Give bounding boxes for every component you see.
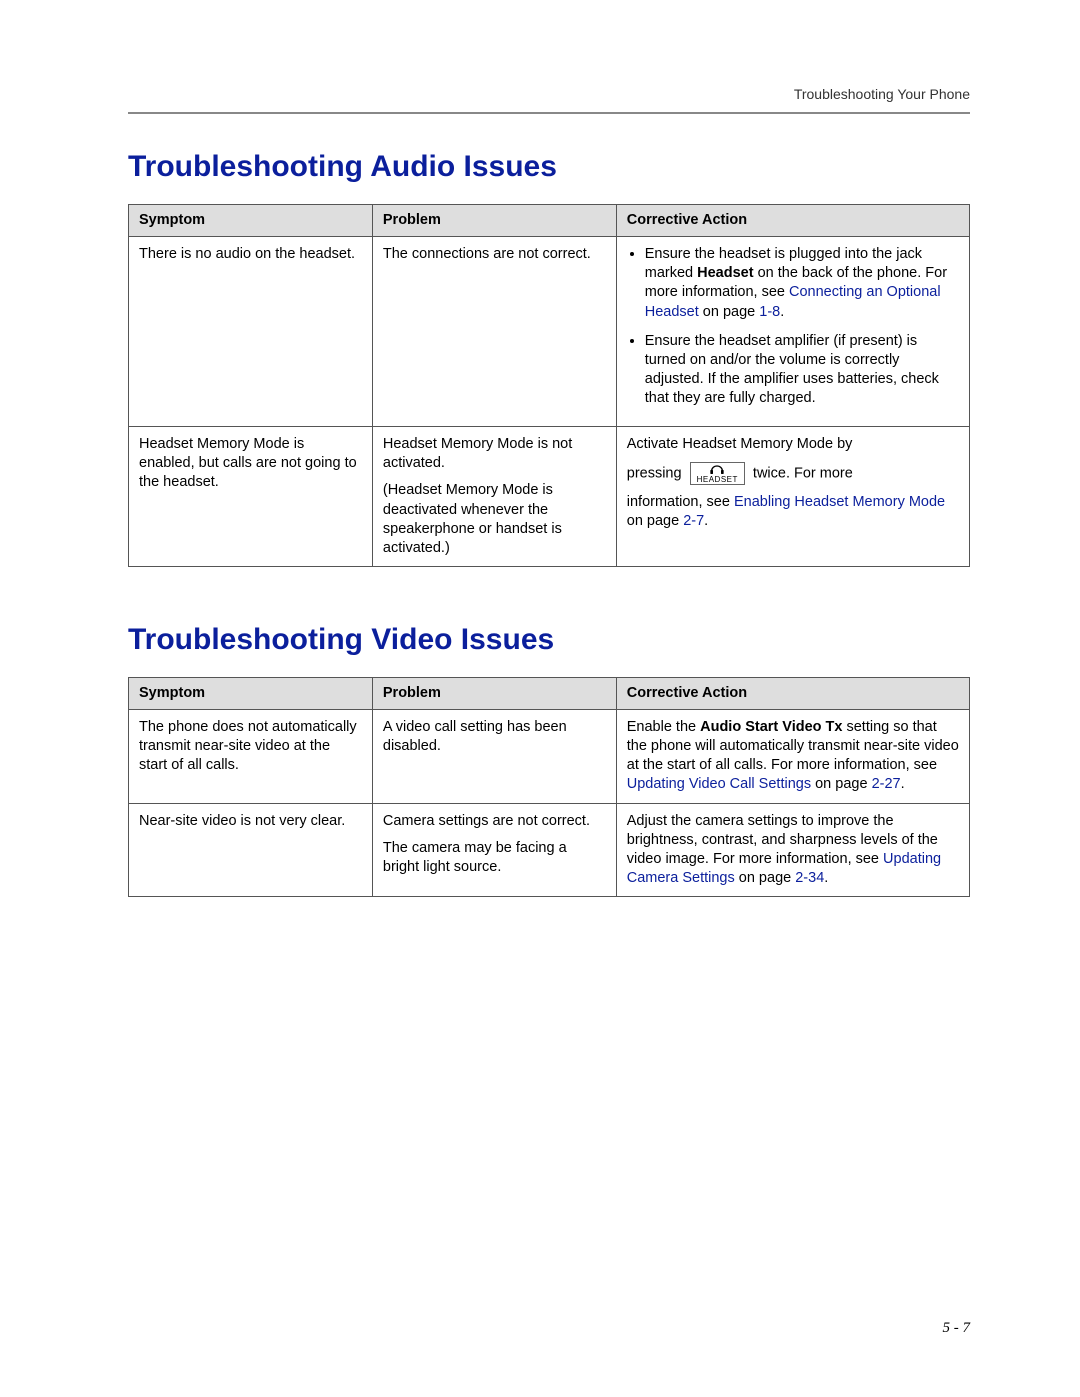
table-row: The phone does not automatically transmi… <box>129 710 970 804</box>
text: Camera settings are not correct. <box>383 812 606 831</box>
bold-text: Audio Start Video Tx <box>700 719 842 735</box>
text: on page <box>811 776 871 792</box>
text: . <box>704 513 708 529</box>
page-number: 5 - 7 <box>943 1320 971 1337</box>
text: . <box>780 304 784 320</box>
page-ref-link[interactable]: 2-27 <box>872 776 901 792</box>
cell-problem: Headset Memory Mode is not activated. (H… <box>372 427 616 567</box>
video-issues-table: Symptom Problem Corrective Action The ph… <box>128 677 970 897</box>
col-header-action: Corrective Action <box>616 677 969 709</box>
table-row: Near-site video is not very clear. Camer… <box>129 803 970 897</box>
cell-symptom: Near-site video is not very clear. <box>129 803 373 897</box>
cell-action: Adjust the camera settings to improve th… <box>616 803 969 897</box>
audio-issues-table: Symptom Problem Corrective Action There … <box>128 204 970 567</box>
table-header-row: Symptom Problem Corrective Action <box>129 677 970 709</box>
text: on page <box>735 870 795 886</box>
text: Headset Memory Mode is not activated. <box>383 435 606 473</box>
header-rule <box>128 112 970 114</box>
text: on page <box>699 304 759 320</box>
cell-symptom: Headset Memory Mode is enabled, but call… <box>129 427 373 567</box>
text: . <box>824 870 828 886</box>
running-header: Troubleshooting Your Phone <box>128 86 970 102</box>
table-header-row: Symptom Problem Corrective Action <box>129 205 970 237</box>
section-title-audio: Troubleshooting Audio Issues <box>128 150 970 184</box>
section-title-video: Troubleshooting Video Issues <box>128 623 970 657</box>
text: . <box>901 776 905 792</box>
page-ref-link[interactable]: 2-7 <box>683 513 704 529</box>
col-header-symptom: Symptom <box>129 677 373 709</box>
text: Ensure the headset amplifier (if present… <box>645 333 939 406</box>
col-header-action: Corrective Action <box>616 205 969 237</box>
action-bullet: Ensure the headset amplifier (if present… <box>645 332 959 409</box>
cross-ref-link[interactable]: Updating Video Call Settings <box>627 776 811 792</box>
text-with-key: pressing HEADSET twice. For more <box>627 462 959 485</box>
cell-symptom: There is no audio on the headset. <box>129 237 373 427</box>
text: information, see <box>627 494 734 510</box>
headset-key-icon: HEADSET <box>690 462 745 485</box>
text: pressing <box>627 466 682 482</box>
table-row: There is no audio on the headset. The co… <box>129 237 970 427</box>
text: Activate Headset Memory Mode by <box>627 435 959 454</box>
text: The camera may be facing a bright light … <box>383 839 606 877</box>
text: Enable the <box>627 719 700 735</box>
cell-problem: Camera settings are not correct. The cam… <box>372 803 616 897</box>
cell-problem: A video call setting has been disabled. <box>372 710 616 804</box>
page-ref-link[interactable]: 1-8 <box>759 304 780 320</box>
cell-action: Ensure the headset is plugged into the j… <box>616 237 969 427</box>
col-header-symptom: Symptom <box>129 205 373 237</box>
table-row: Headset Memory Mode is enabled, but call… <box>129 427 970 567</box>
action-bullet: Ensure the headset is plugged into the j… <box>645 245 959 322</box>
text: (Headset Memory Mode is deactivated when… <box>383 481 606 558</box>
text: information, see Enabling Headset Memory… <box>627 493 959 531</box>
text: twice. For more <box>753 466 853 482</box>
page-ref-link[interactable]: 2-34 <box>795 870 824 886</box>
cell-action: Enable the Audio Start Video Tx setting … <box>616 710 969 804</box>
cell-symptom: The phone does not automatically transmi… <box>129 710 373 804</box>
cross-ref-link[interactable]: Enabling Headset Memory Mode <box>734 494 945 510</box>
col-header-problem: Problem <box>372 205 616 237</box>
cell-problem: The connections are not correct. <box>372 237 616 427</box>
key-label: HEADSET <box>697 475 738 484</box>
col-header-problem: Problem <box>372 677 616 709</box>
cell-action: Activate Headset Memory Mode by pressing… <box>616 427 969 567</box>
text: on page <box>627 513 683 529</box>
bold-text: Headset <box>697 265 753 281</box>
